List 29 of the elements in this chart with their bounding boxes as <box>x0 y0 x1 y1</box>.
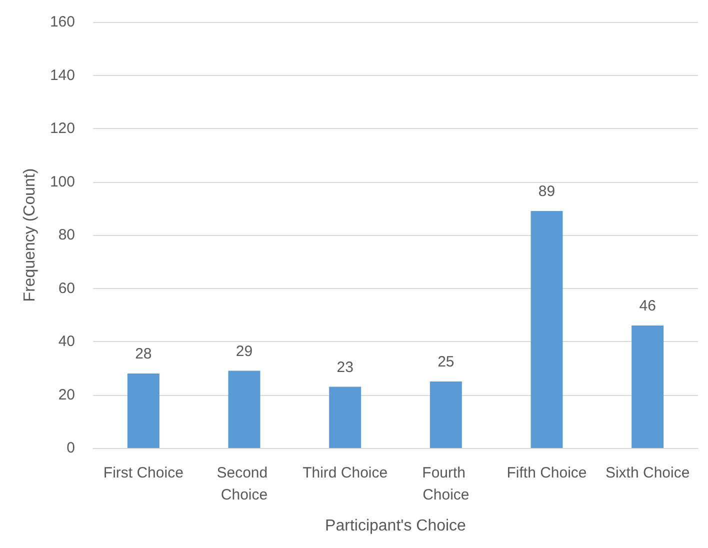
data-label: 89 <box>538 183 556 200</box>
bar <box>228 370 260 448</box>
x-tick-label: First Choice <box>103 464 184 482</box>
y-tick-label: 0 <box>66 440 75 456</box>
data-label: 25 <box>438 353 454 370</box>
x-tick-label: Second Choice <box>216 464 272 504</box>
y-tick-label: 80 <box>58 226 75 244</box>
bar <box>329 386 362 448</box>
y-tick-label: 160 <box>50 14 75 30</box>
y-tick-label: 100 <box>50 173 75 190</box>
x-tick-label: Fifth Choice <box>506 464 587 482</box>
y-tick-label: 140 <box>50 66 75 84</box>
bar <box>127 373 160 448</box>
x-tick-label: Sixth Choice <box>605 464 690 482</box>
y-tick-label: 20 <box>58 386 75 404</box>
y-tick-label: 40 <box>58 333 75 350</box>
bar <box>632 326 664 448</box>
y-tick-label: 60 <box>58 280 75 297</box>
data-label: 28 <box>135 345 152 362</box>
data-label: 46 <box>639 298 656 315</box>
data-label: 23 <box>336 358 354 376</box>
bar <box>430 381 462 448</box>
bar <box>530 211 563 448</box>
x-axis-title: Participant's Choice <box>325 518 466 534</box>
x-tick-label: Fourth Choice <box>422 464 470 504</box>
y-tick-label: 120 <box>50 120 75 137</box>
x-tick-label: Third Choice <box>302 464 388 482</box>
y-axis-title: Frequency (Count) <box>22 168 38 302</box>
data-label: 29 <box>236 342 253 360</box>
